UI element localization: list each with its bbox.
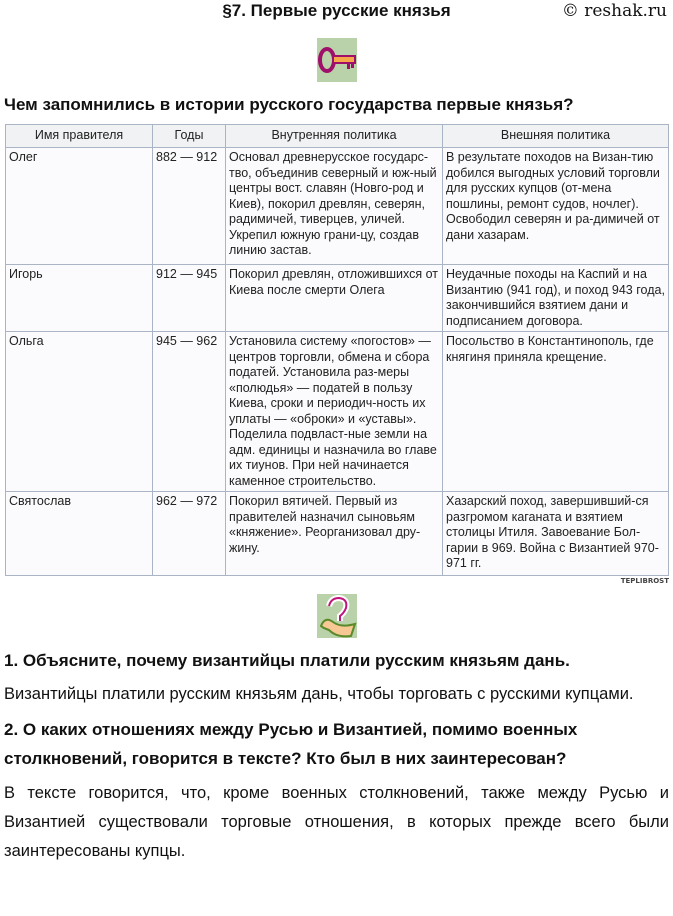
cell-external: Посольство в Константинополь, где княгин… (442, 331, 669, 492)
cell-years: 962 — 972 (152, 491, 226, 576)
question-icon (315, 592, 359, 640)
table-watermark: TEPLIBROST (620, 577, 669, 585)
cell-name: Ольга (5, 331, 153, 492)
column-header: Внутренняя политика (225, 124, 443, 148)
question-2: 2. О каких отношениях между Русью и Виза… (4, 720, 578, 768)
column-header: Годы (152, 124, 226, 148)
cell-name: Олег (5, 147, 153, 265)
table-row: Ольга 945 — 962 Установила систему «погост… (5, 331, 669, 492)
cell-internal: Покорил вятичей. Первый из правителей на… (225, 491, 443, 576)
cell-internal: Покорил древлян, отложившихся от Киева п… (225, 264, 443, 332)
main-question: Чем запомнились в истории русского госуд… (4, 95, 574, 114)
cell-name: Святослав (5, 491, 153, 576)
cell-years: 882 — 912 (152, 147, 226, 265)
table-row: Игорь 912 — 945 Покорил древлян, отложивши… (5, 264, 669, 332)
page-title: §7. Первые русские князья (222, 1, 451, 20)
page: §7. Первые русские князья © reshak.ru Че… (4, 0, 669, 860)
table-row: Святослав 962 — 972 Покорил вятичей. Первы… (5, 491, 669, 576)
table-row: Олег 882 — 912 Основал древнерусское госуд… (5, 147, 669, 265)
cell-name: Игорь (5, 264, 153, 332)
column-header: Внешняя политика (442, 124, 669, 148)
top-bar: §7. Первые русские князья © reshak.ru (4, 0, 669, 22)
answer-2: В тексте говорится, что, кроме военных с… (4, 784, 669, 860)
cell-external: В результате походов на Визан-тию добилс… (442, 147, 669, 265)
brand-logo[interactable]: © reshak.ru (561, 0, 667, 22)
answer-1: Византийцы платили русским князьям дань,… (4, 685, 634, 703)
cell-internal: Основал древнерусское государс-тво, объе… (225, 147, 443, 265)
cell-external: Неудачные походы на Каспий и на Византию… (442, 264, 669, 332)
cell-years: 945 — 962 (152, 331, 226, 492)
table-header-row: Имя правителя Годы Внутренняя политика В… (5, 124, 669, 148)
column-header: Имя правителя (5, 124, 153, 148)
cell-internal: Установила систему «погостов» — центров … (225, 331, 443, 492)
cell-external: Хазарский поход, завершивший-ся разгромо… (442, 491, 669, 576)
question-1: 1. Объясните, почему византийцы платили … (4, 651, 570, 670)
key-icon (315, 36, 359, 84)
cell-years: 912 — 945 (152, 264, 226, 332)
rulers-table: Имя правителя Годы Внутренняя политика В… (5, 124, 669, 576)
